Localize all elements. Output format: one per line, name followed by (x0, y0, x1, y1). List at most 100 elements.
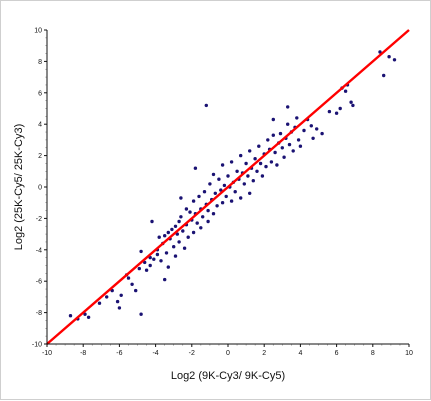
x-tick-label: 4 (298, 350, 302, 357)
data-point (280, 146, 284, 150)
y-tick-label: 2 (38, 153, 42, 160)
y-tick-label: 6 (38, 90, 42, 97)
x-tick-label: 10 (405, 350, 413, 357)
data-point (248, 191, 252, 195)
data-point (213, 191, 217, 195)
data-point (211, 212, 216, 216)
data-point (179, 215, 183, 219)
y-axis-ticks: -10 -8 -6 -4 -2 0 2 4 6 8 10 (32, 28, 47, 349)
data-point (255, 169, 259, 173)
data-point (182, 246, 187, 250)
data-point (150, 219, 154, 224)
data-point (170, 227, 174, 232)
data-point (199, 226, 203, 230)
y-axis-title: Log2 (25K-Cy5/ 25K-Cy3) (13, 124, 25, 251)
data-point (172, 245, 176, 249)
y-tick-label: -8 (36, 310, 42, 317)
data-point (204, 103, 208, 108)
data-point (117, 306, 122, 310)
y-tick-label: 4 (38, 122, 42, 129)
x-tick-label: 2 (262, 350, 266, 357)
data-point (179, 196, 183, 200)
x-tick-label: -4 (152, 350, 158, 357)
data-point (206, 219, 210, 224)
data-point (253, 157, 257, 161)
data-point (229, 160, 234, 164)
data-point (164, 251, 169, 255)
data-point (166, 265, 170, 269)
data-point (295, 116, 299, 120)
data-point (351, 103, 355, 108)
data-point (309, 124, 313, 128)
data-point (166, 230, 170, 235)
data-point (115, 299, 120, 304)
data-point (105, 295, 109, 299)
data-point (197, 194, 201, 199)
data-point (387, 55, 391, 59)
y-tick-label: 0 (38, 185, 42, 192)
data-point (233, 190, 237, 194)
data-point (217, 177, 221, 181)
x-axis-title: Log2 (9K-Cy3/ 9K-Cy5) (171, 370, 285, 382)
data-point (119, 293, 123, 297)
data-point (251, 179, 255, 183)
data-point (287, 142, 292, 147)
data-point (278, 131, 283, 136)
data-point (152, 257, 156, 261)
reference-line (46, 29, 410, 345)
y-tick-label: -4 (36, 247, 42, 254)
data-point (173, 224, 178, 228)
data-point (286, 122, 290, 126)
data-point (137, 266, 141, 271)
data-point (193, 166, 198, 170)
y-tick-label: 8 (38, 59, 42, 66)
data-point (338, 106, 342, 111)
data-point (239, 196, 243, 200)
x-tick-label: -6 (116, 350, 122, 357)
data-point (226, 174, 230, 178)
data-point (392, 58, 397, 62)
data-point (327, 109, 332, 114)
data-point (201, 215, 205, 219)
data-point (220, 201, 225, 205)
data-point (382, 73, 386, 78)
x-tick-label: 0 (226, 350, 230, 357)
data-point (191, 230, 196, 235)
x-tick-label: 6 (335, 350, 339, 357)
data-point (130, 282, 134, 286)
data-point (311, 136, 315, 140)
data-point (186, 235, 190, 239)
data-point (242, 182, 246, 186)
data-point (195, 221, 199, 225)
data-point (260, 174, 265, 178)
data-point (173, 254, 178, 258)
data-point (257, 144, 261, 148)
x-tick-label: -10 (42, 350, 52, 357)
y-tick-label: -2 (36, 216, 42, 223)
data-point (139, 249, 143, 254)
data-point (211, 172, 216, 177)
data-point (296, 138, 301, 142)
data-point (220, 163, 225, 167)
data-point (320, 131, 324, 136)
data-point (271, 117, 275, 122)
x-tick-label: -8 (80, 350, 86, 357)
data-point (191, 199, 196, 203)
data-point (266, 138, 270, 142)
data-point (286, 105, 290, 109)
data-point (188, 210, 192, 214)
data-point (282, 155, 286, 159)
data-point (208, 182, 212, 186)
data-point (177, 240, 181, 244)
data-point (264, 164, 268, 169)
data-point (159, 259, 163, 263)
data-point (163, 234, 167, 238)
x-tick-label: 8 (371, 350, 375, 357)
data-point (269, 160, 274, 164)
data-point (202, 190, 207, 194)
data-point (97, 301, 102, 305)
data-point (244, 161, 248, 166)
data-point (275, 163, 279, 167)
